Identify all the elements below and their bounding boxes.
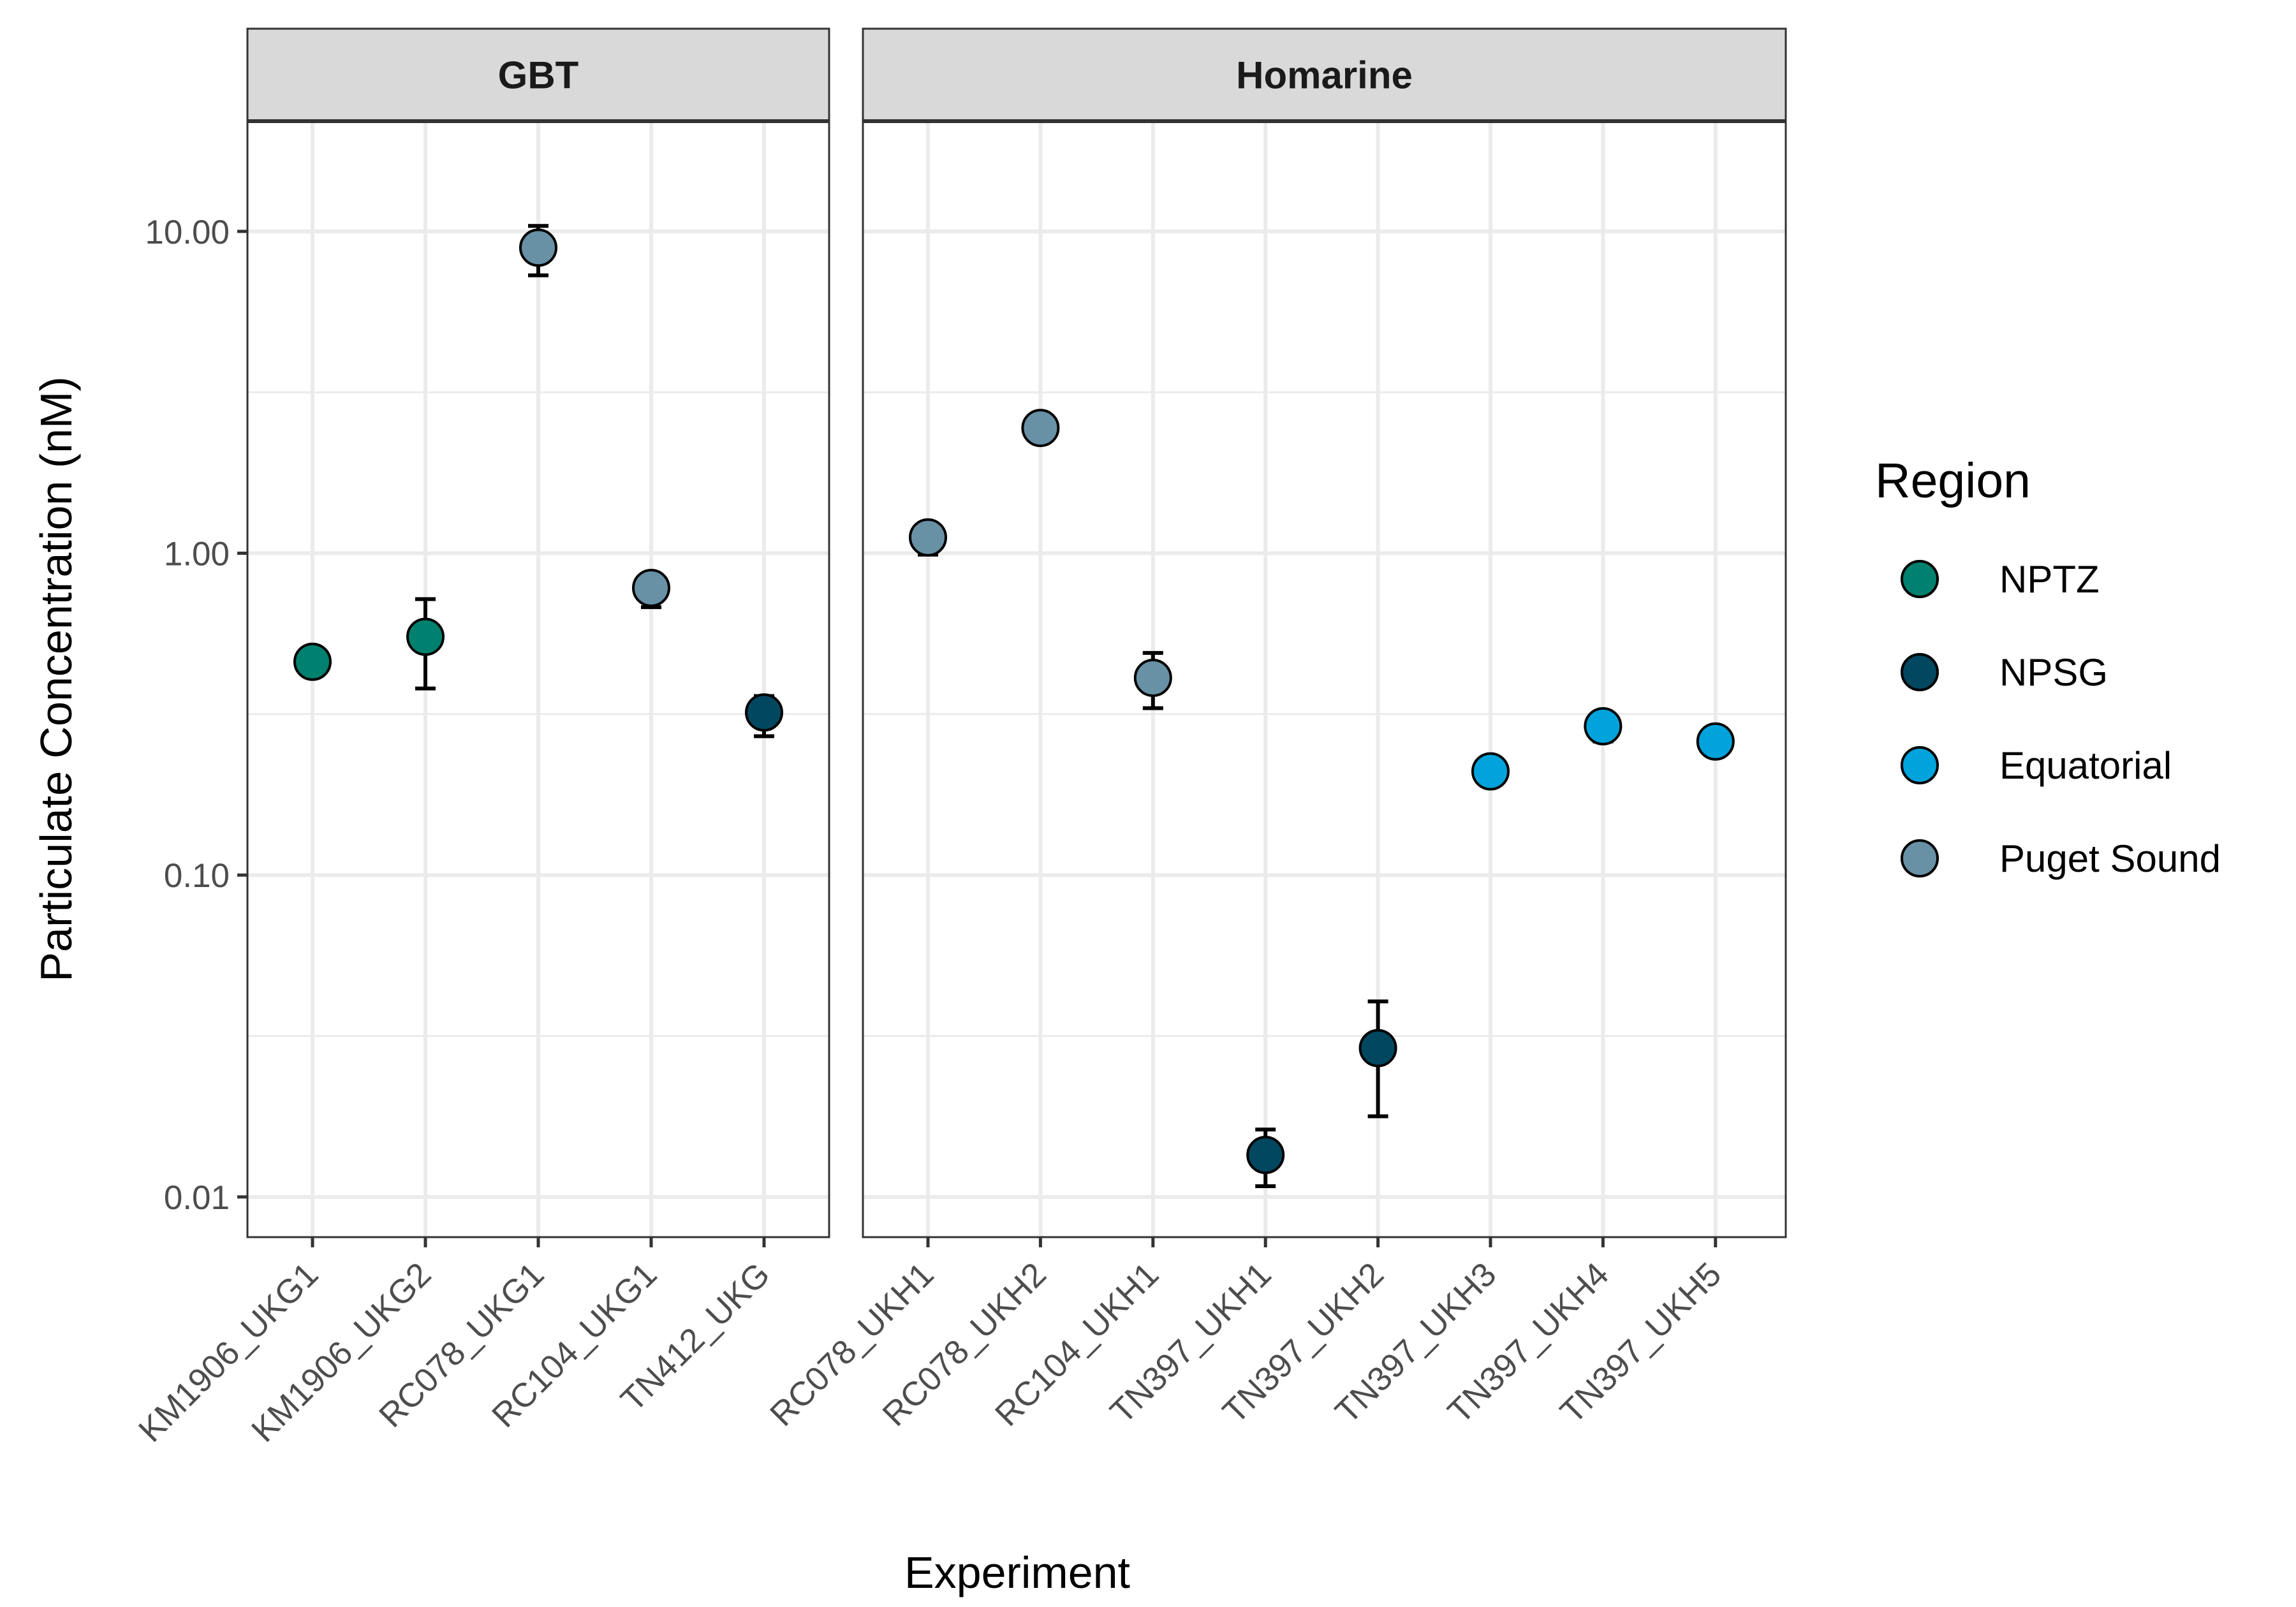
data-point [1358,1029,1397,1068]
y-tick-label: 1.00 [164,536,230,573]
data-point [1584,707,1623,745]
y-tick-label: 0.01 [164,1179,230,1217]
data-point-group [1471,752,1510,791]
panel-title: Homarine [1236,54,1413,97]
data-point-group [1021,409,1060,448]
data-point [632,568,670,607]
legend-key-point [1901,839,1939,877]
data-point [1696,722,1735,761]
data-point [406,617,445,656]
data-point [1133,658,1172,697]
y-tick-label: 10.00 [145,214,230,251]
data-point [1471,752,1510,791]
data-point-group [632,568,670,610]
data-point [745,693,783,732]
legend-label: Puget Sound [1999,837,2221,880]
data-point [909,518,947,557]
data-point-group [293,642,332,681]
data-point-group [909,518,947,557]
legend-label: NPTZ [1999,558,2100,601]
data-point [1246,1136,1285,1175]
y-axis-title: Particulate Concentration (nM) [31,376,81,981]
legend-title: Region [1875,453,2031,508]
strip-background [246,27,830,122]
data-point-group [519,224,557,277]
data-point-group [745,693,783,738]
legend-key-point [1901,560,1939,598]
panel-title: GBT [498,54,579,97]
data-point-group [406,597,445,691]
data-point-group [1133,650,1172,710]
strip-background [862,27,1787,122]
legend-key-point [1901,653,1939,691]
x-axis-title: Experiment [904,1548,1130,1597]
data-point-group [1246,1127,1285,1189]
legend-key-point [1901,746,1939,784]
data-point [293,642,332,681]
data-point [1021,409,1060,448]
panel-background [863,121,1786,1237]
data-point-group [1584,707,1623,745]
legend-label: Equatorial [1999,744,2172,787]
data-point-group [1358,999,1397,1119]
data-point-group [1696,722,1735,761]
y-tick-label: 0.10 [164,857,230,895]
legend-label: NPSG [1999,651,2108,694]
data-point [519,228,557,267]
